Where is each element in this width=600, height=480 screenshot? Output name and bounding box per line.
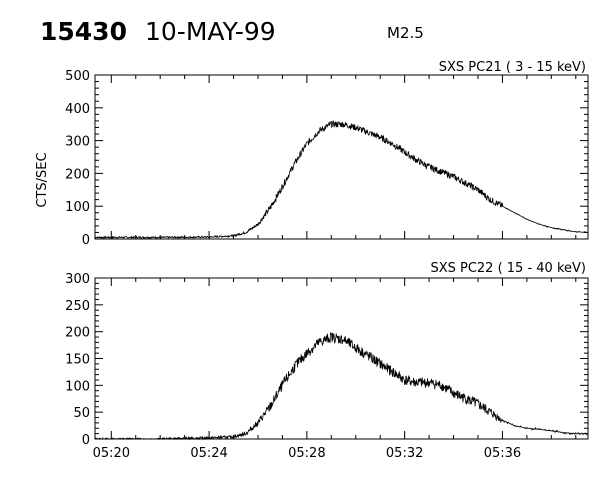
flare-class: M2.5 — [387, 24, 424, 42]
y-tick-label: 400 — [65, 102, 90, 117]
x-tick-labels: 05:20 05:24 05:28 05:32 05:36 — [93, 446, 522, 461]
series-line-bottom — [94, 332, 589, 441]
panel-title-top: SXS PC21 ( 3 - 15 keV) — [439, 60, 586, 75]
x-tick-label: 05:28 — [288, 446, 325, 461]
panel-top: SXS PC21 ( 3 - 15 keV) CTS/SEC 0 100 200 30… — [35, 60, 589, 248]
x-ticks-bottom — [110, 278, 577, 439]
y-tick-label: 250 — [65, 299, 90, 314]
x-ticks-top — [110, 75, 577, 239]
event-date: 10-MAY-99 — [145, 17, 276, 46]
y-tick-label: 0 — [82, 433, 90, 448]
x-tick-label: 05:36 — [484, 446, 521, 461]
y-tick-label: 300 — [65, 272, 90, 287]
panel-title-bottom: SXS PC22 ( 15 - 40 keV) — [430, 261, 586, 276]
y-tick-label: 100 — [65, 200, 90, 215]
y-tick-label: 50 — [73, 406, 90, 421]
y-axis-label: CTS/SEC — [35, 152, 50, 207]
y-tick-label: 300 — [65, 135, 90, 150]
x-tick-label: 05:20 — [93, 446, 130, 461]
y-ticks-top: 0 100 200 300 400 500 — [65, 69, 588, 248]
plot-frame-bottom — [94, 277, 589, 440]
x-tick-label: 05:32 — [386, 446, 423, 461]
panel-bottom: SXS PC22 ( 15 - 40 keV) 0 50 100 150 200 250 3… — [65, 261, 589, 461]
event-id: 15430 — [40, 17, 127, 46]
y-tick-label: 200 — [65, 326, 90, 341]
y-tick-label: 0 — [82, 233, 90, 248]
y-tick-label: 100 — [65, 379, 90, 394]
plot-frame-top — [94, 74, 589, 240]
y-ticks-bottom: 0 50 100 150 200 250 300 — [65, 272, 588, 448]
y-tick-label: 500 — [65, 69, 90, 84]
series-line-top — [94, 120, 589, 239]
x-tick-label: 05:24 — [190, 446, 227, 461]
y-tick-label: 200 — [65, 167, 90, 182]
y-tick-label: 150 — [65, 353, 90, 368]
